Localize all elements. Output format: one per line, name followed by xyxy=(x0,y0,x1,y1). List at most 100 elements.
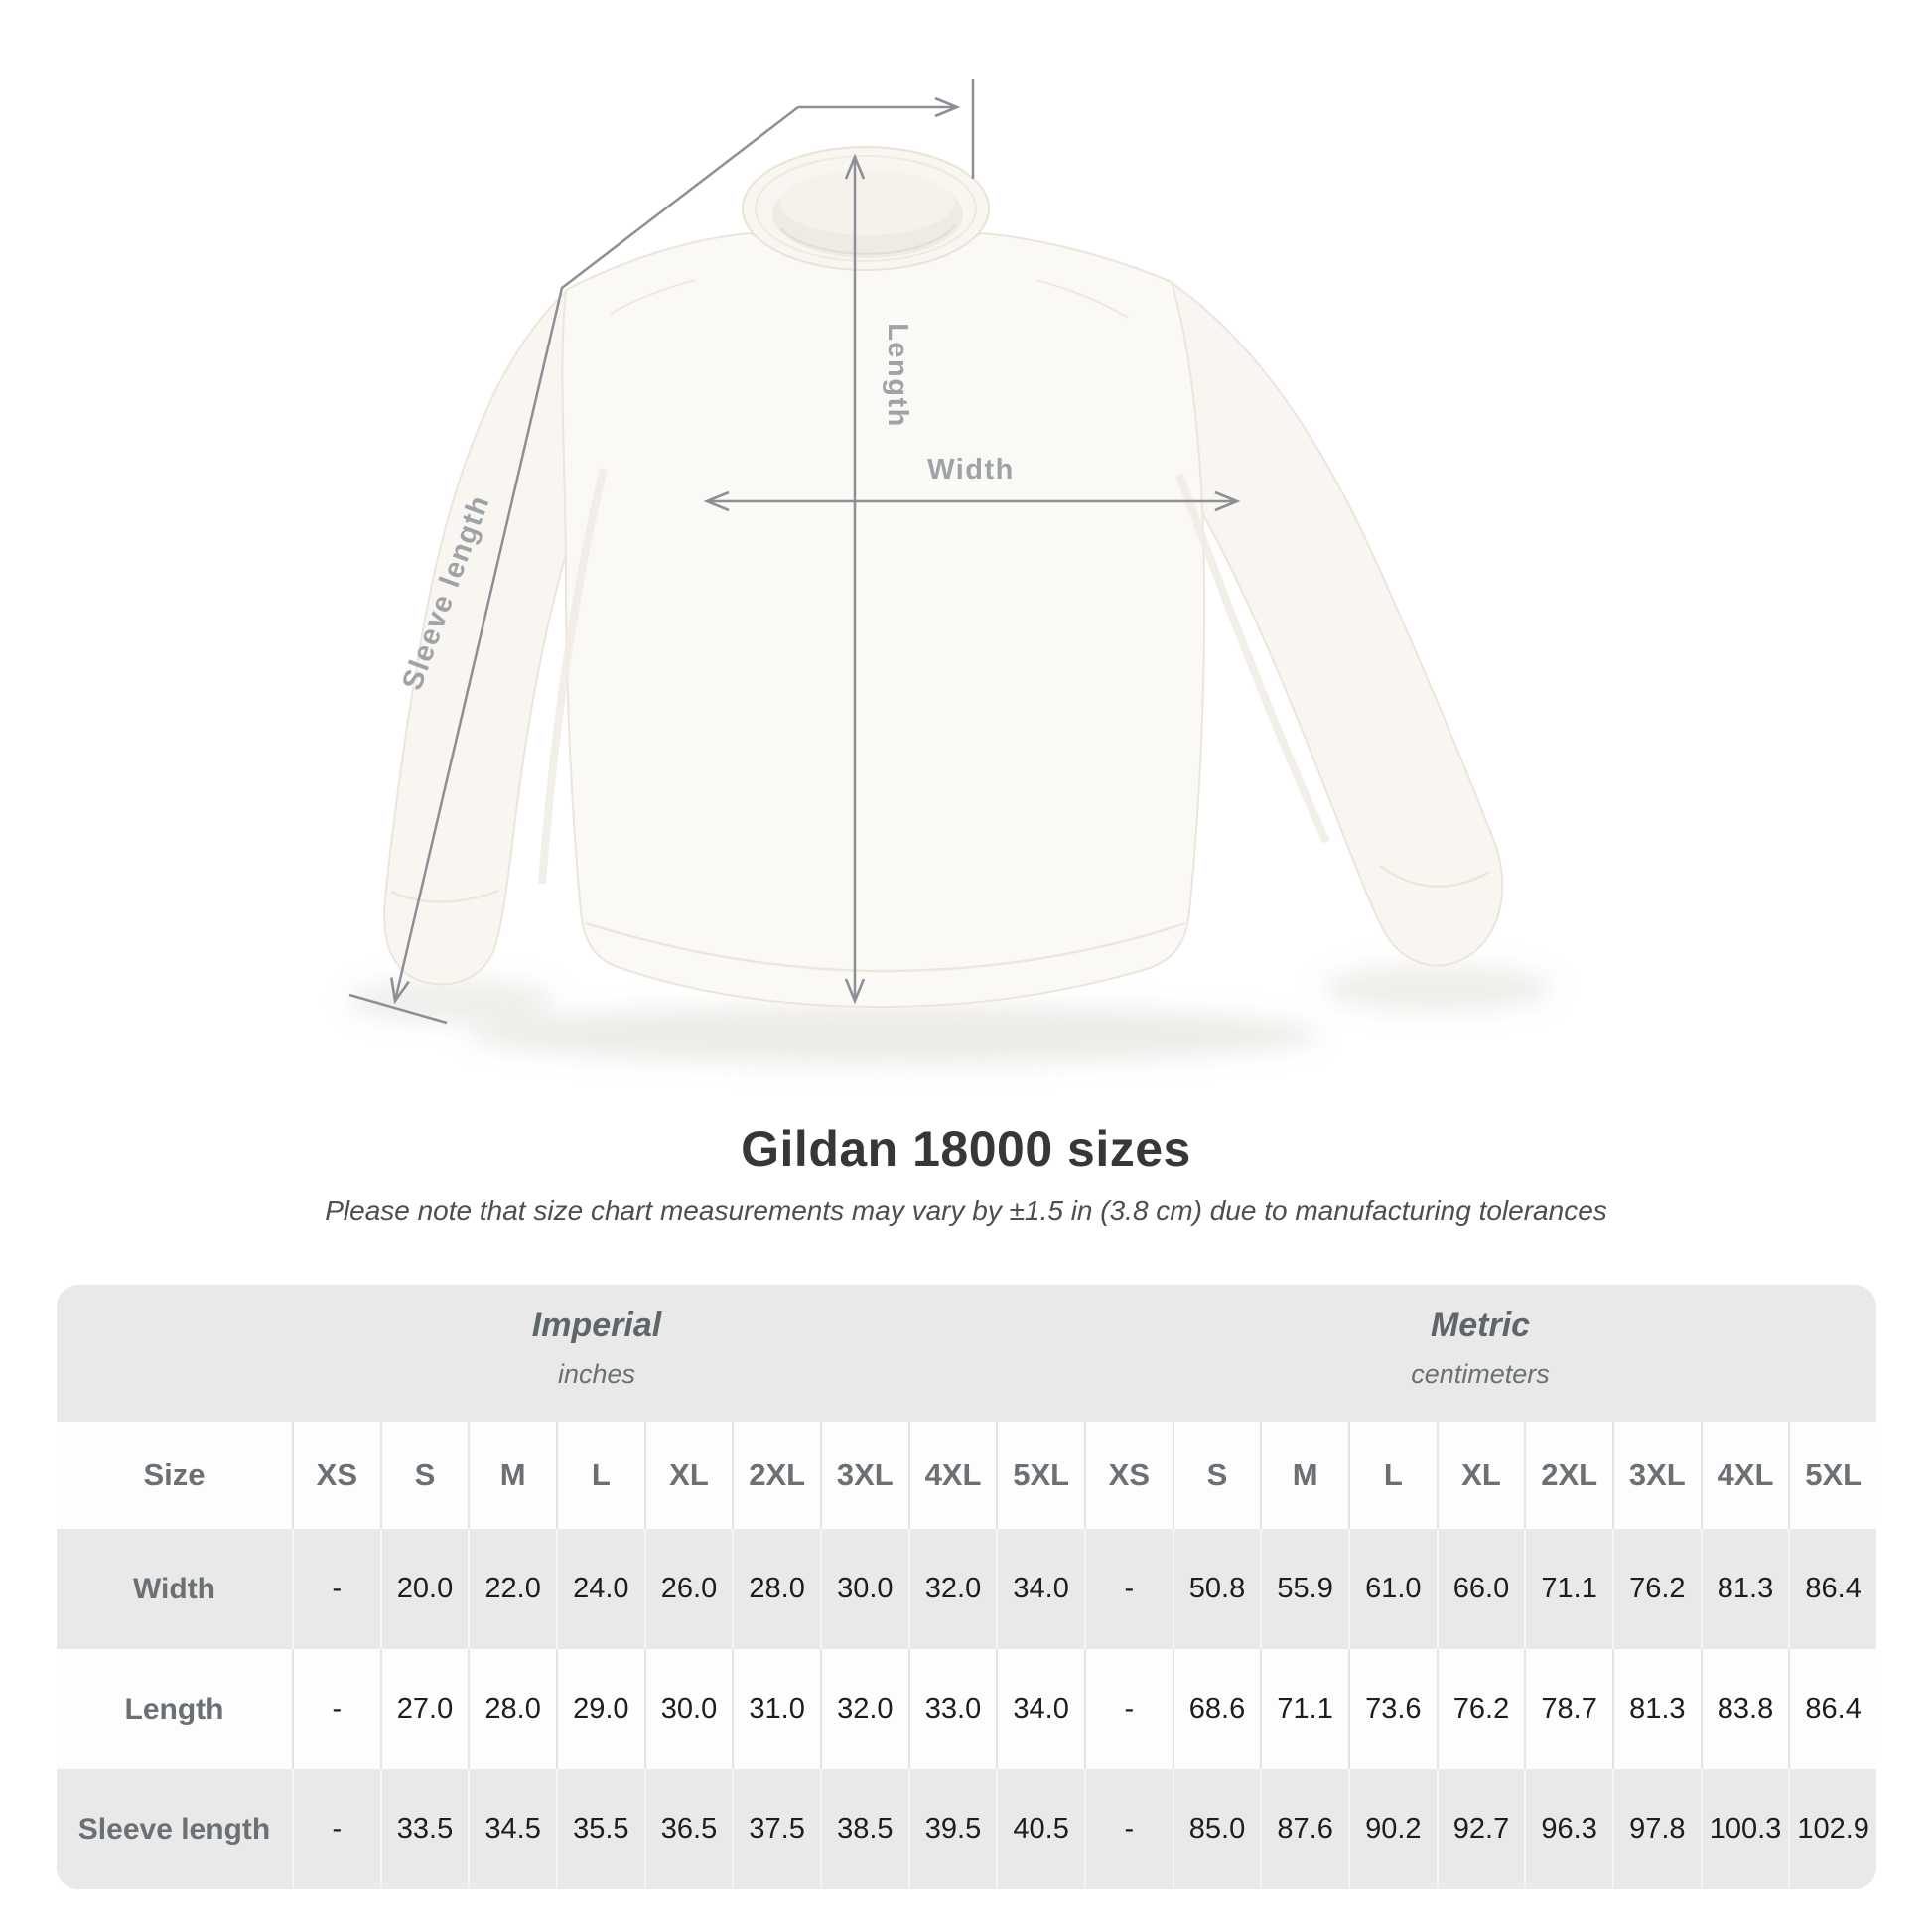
measurement-cell: 76.2 xyxy=(1611,1529,1701,1649)
row-label: Width xyxy=(132,1572,216,1605)
measurement-cell: 66.0 xyxy=(1436,1529,1525,1649)
size-column-label: Size xyxy=(143,1457,206,1492)
size-column-header: XL xyxy=(643,1422,733,1529)
measurement-cell: 28.0 xyxy=(468,1649,556,1769)
measurement-cell: 30.0 xyxy=(643,1649,733,1769)
measurement-cell: 24.0 xyxy=(555,1529,644,1649)
measurement-cell: 20.0 xyxy=(379,1529,469,1649)
measurement-cell: 83.8 xyxy=(1700,1649,1789,1769)
size-column-header: XS xyxy=(1083,1422,1173,1529)
size-column-header: 4XL xyxy=(907,1422,997,1529)
measurement-cell: - xyxy=(1083,1529,1173,1649)
measurement-cell: 73.6 xyxy=(1347,1649,1437,1769)
measurement-cell: 29.0 xyxy=(555,1649,644,1769)
size-column-header: 3XL xyxy=(819,1422,908,1529)
measurement-cell: 38.5 xyxy=(819,1769,908,1889)
measurement-cell: 86.4 xyxy=(1788,1529,1876,1649)
tolerance-note: Please note that size chart measurements… xyxy=(325,1195,1607,1226)
length-label: Length xyxy=(882,323,913,428)
measurement-cell: 97.8 xyxy=(1611,1769,1701,1889)
hem-band xyxy=(585,921,1186,973)
measurement-cell: 34.0 xyxy=(996,1649,1084,1769)
row-label: Sleeve length xyxy=(77,1812,271,1846)
imperial-unit: inches xyxy=(557,1359,636,1389)
measurement-cell: 81.3 xyxy=(1611,1649,1701,1769)
measurement-cell: 30.0 xyxy=(819,1529,908,1649)
size-header-row: Size XS S M L XL 2XL 3XL 4XL 5XL XS S M L XL 2XL 3XL 4XL… xyxy=(57,1422,1876,1529)
measurement-cell: 76.2 xyxy=(1436,1649,1525,1769)
measurement-cell: - xyxy=(292,1529,380,1649)
measurement-cell: - xyxy=(1083,1649,1173,1769)
measurement-cell: 87.6 xyxy=(1260,1769,1348,1889)
measurement-row: Sleeve length -33.5 34.5 35.5 36.5 37.5 38.5 3… xyxy=(57,1769,1876,1889)
sweatshirt-photo: Length Width Sleeve length xyxy=(347,79,1552,1064)
size-column-header: XS xyxy=(292,1422,380,1529)
size-column-header: 2XL xyxy=(732,1422,820,1529)
measurement-cell: 27.0 xyxy=(379,1649,469,1769)
measurement-cell: - xyxy=(292,1649,380,1769)
measurement-cell: 33.5 xyxy=(379,1769,469,1889)
size-table: Imperial inches Metric centimeters Size … xyxy=(57,1285,1876,1889)
measurement-cell: - xyxy=(292,1769,380,1889)
measurement-cell: 35.5 xyxy=(555,1769,644,1889)
measurement-row: Width -20.0 22.0 24.0 26.0 28.0 30.0 32.0 34.0-… xyxy=(57,1529,1876,1649)
sleeve-length-line xyxy=(389,106,799,1005)
row-label: Length xyxy=(124,1692,224,1725)
measurement-cell: 86.4 xyxy=(1788,1649,1876,1769)
measurement-cell: 85.0 xyxy=(1172,1769,1261,1889)
metric-label: Metric xyxy=(1430,1307,1531,1344)
measurement-cell: 40.5 xyxy=(996,1769,1084,1889)
measurement-cell: 68.6 xyxy=(1172,1649,1261,1769)
measurement-cell: - xyxy=(1083,1769,1173,1889)
size-column-header: 5XL xyxy=(996,1422,1084,1529)
measurement-cell: 55.9 xyxy=(1260,1529,1348,1649)
size-column-header: 5XL xyxy=(1788,1422,1876,1529)
size-column-header: S xyxy=(379,1422,469,1529)
right-sleeve xyxy=(1117,279,1504,967)
measurement-cell: 102.9 xyxy=(1788,1769,1876,1889)
size-column-header: L xyxy=(555,1422,644,1529)
size-column-header: XL xyxy=(1436,1422,1525,1529)
page-title: Gildan 18000 sizes xyxy=(741,1121,1191,1176)
width-label: Width xyxy=(927,454,1015,485)
measurement-cell: 34.5 xyxy=(468,1769,556,1889)
metric-unit-header: Metric centimeters xyxy=(1411,1285,1550,1390)
sweatshirt-illustration xyxy=(383,146,1504,1008)
measurement-cell: 50.8 xyxy=(1172,1529,1261,1649)
measurement-cell: 37.5 xyxy=(732,1769,820,1889)
measurement-cell: 36.5 xyxy=(643,1769,733,1889)
size-column-header: M xyxy=(468,1422,556,1529)
heading: Gildan 18000 sizes Please note that size… xyxy=(0,1120,1932,1227)
measurement-cell: 34.0 xyxy=(996,1529,1084,1649)
measurement-cell: 96.3 xyxy=(1524,1769,1612,1889)
size-column-header: M xyxy=(1260,1422,1348,1529)
measurement-cell: 100.3 xyxy=(1700,1769,1789,1889)
size-column-header: 2XL xyxy=(1524,1422,1612,1529)
collar xyxy=(742,146,990,271)
size-column-header: L xyxy=(1347,1422,1437,1529)
measurement-cell: 33.0 xyxy=(907,1649,997,1769)
measurement-cell: 26.0 xyxy=(643,1529,733,1649)
metric-unit: centimeters xyxy=(1411,1359,1550,1389)
measurement-row: Length -27.0 28.0 29.0 30.0 31.0 32.0 33.0 34.0… xyxy=(57,1649,1876,1769)
measurement-cell: 92.7 xyxy=(1436,1769,1525,1889)
measurement-cell: 31.0 xyxy=(732,1649,820,1769)
measurement-cell: 71.1 xyxy=(1524,1529,1612,1649)
measurement-cell: 81.3 xyxy=(1700,1529,1789,1649)
measurement-cell: 78.7 xyxy=(1524,1649,1612,1769)
imperial-unit-header: Imperial inches xyxy=(532,1285,661,1390)
measurement-cell: 90.2 xyxy=(1347,1769,1437,1889)
measurement-cell: 32.0 xyxy=(819,1649,908,1769)
measurement-cell: 71.1 xyxy=(1260,1649,1348,1769)
measurement-cell: 32.0 xyxy=(907,1529,997,1649)
measurement-annotations xyxy=(348,79,1241,1025)
size-column-header: 3XL xyxy=(1611,1422,1701,1529)
size-column-header: S xyxy=(1172,1422,1261,1529)
imperial-label: Imperial xyxy=(531,1307,662,1344)
measurement-cell: 39.5 xyxy=(907,1769,997,1889)
measurement-cell: 28.0 xyxy=(732,1529,820,1649)
unit-header: Imperial inches Metric centimeters xyxy=(57,1285,1876,1422)
size-column-header: 4XL xyxy=(1700,1422,1789,1529)
measurement-cell: 61.0 xyxy=(1347,1529,1437,1649)
